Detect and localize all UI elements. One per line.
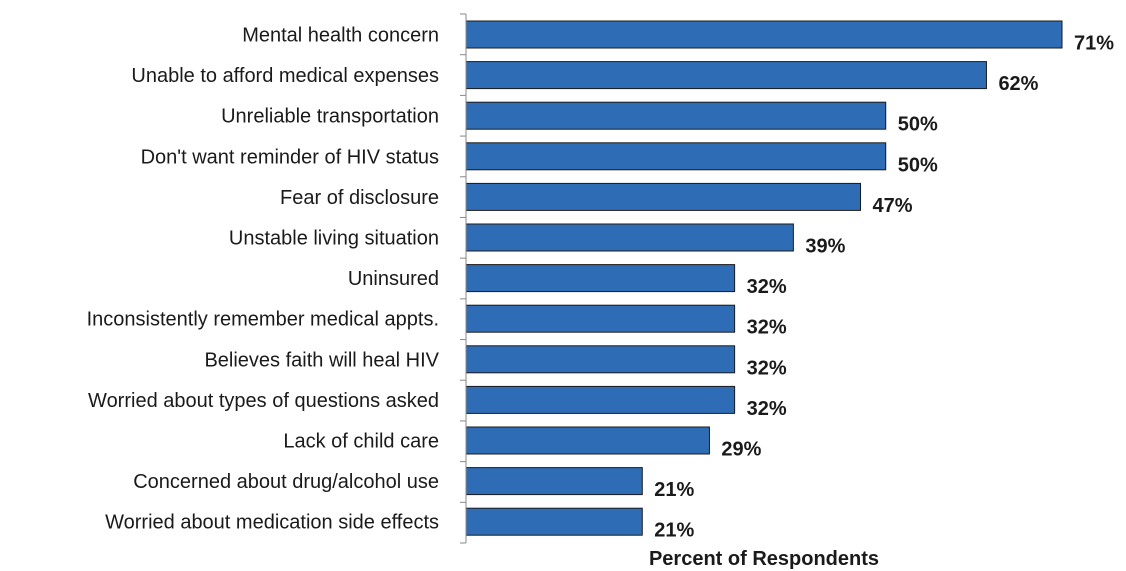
category-label: Unreliable transportation <box>221 106 439 128</box>
data-label: 32% <box>747 276 787 298</box>
bar <box>465 467 643 496</box>
bar <box>465 507 643 536</box>
data-label: 32% <box>747 357 787 379</box>
bar <box>465 182 862 211</box>
bar <box>465 385 736 414</box>
category-label: Worried about medication side effects <box>105 512 439 534</box>
value-labels: 71% 62% 50% 50% 47% 39% 32% 32% 32% 32% 29% 21% 21% <box>654 33 1114 542</box>
bar <box>465 142 887 171</box>
category-label: Mental health concern <box>242 25 439 47</box>
data-label: 47% <box>873 195 913 217</box>
data-label: 71% <box>1074 33 1114 55</box>
data-label: 21% <box>654 479 694 501</box>
category-labels: Mental health concern Unable to afford me… <box>87 25 440 534</box>
data-label: 29% <box>721 439 761 461</box>
bar <box>465 223 794 252</box>
bar <box>465 264 736 293</box>
category-label: Lack of child care <box>283 431 439 453</box>
bar <box>465 101 887 130</box>
bar <box>465 304 736 333</box>
bars-layer <box>465 20 1063 536</box>
data-label: 32% <box>747 398 787 420</box>
data-label: 50% <box>898 154 938 176</box>
bar <box>465 426 710 455</box>
category-label: Don't want reminder of HIV status <box>141 146 439 168</box>
data-label: 50% <box>898 114 938 136</box>
data-label: 39% <box>805 236 845 258</box>
bar <box>465 61 987 90</box>
category-label: Inconsistently remember medical appts. <box>87 309 439 331</box>
data-label: 32% <box>747 317 787 339</box>
data-label: 62% <box>998 73 1038 95</box>
category-label: Believes faith will heal HIV <box>204 349 439 371</box>
bar <box>465 345 736 374</box>
bar <box>465 20 1063 49</box>
category-label: Unstable living situation <box>229 228 439 250</box>
data-label: 21% <box>654 520 694 542</box>
category-label: Worried about types of questions asked <box>88 390 439 412</box>
category-axis <box>460 13 467 544</box>
category-label: Concerned about drug/alcohol use <box>133 471 439 493</box>
category-label: Uninsured <box>348 268 439 290</box>
x-axis-title: Percent of Respondents <box>649 548 879 570</box>
category-label: Unable to afford medical expenses <box>131 65 439 87</box>
category-label: Fear of disclosure <box>280 187 439 209</box>
